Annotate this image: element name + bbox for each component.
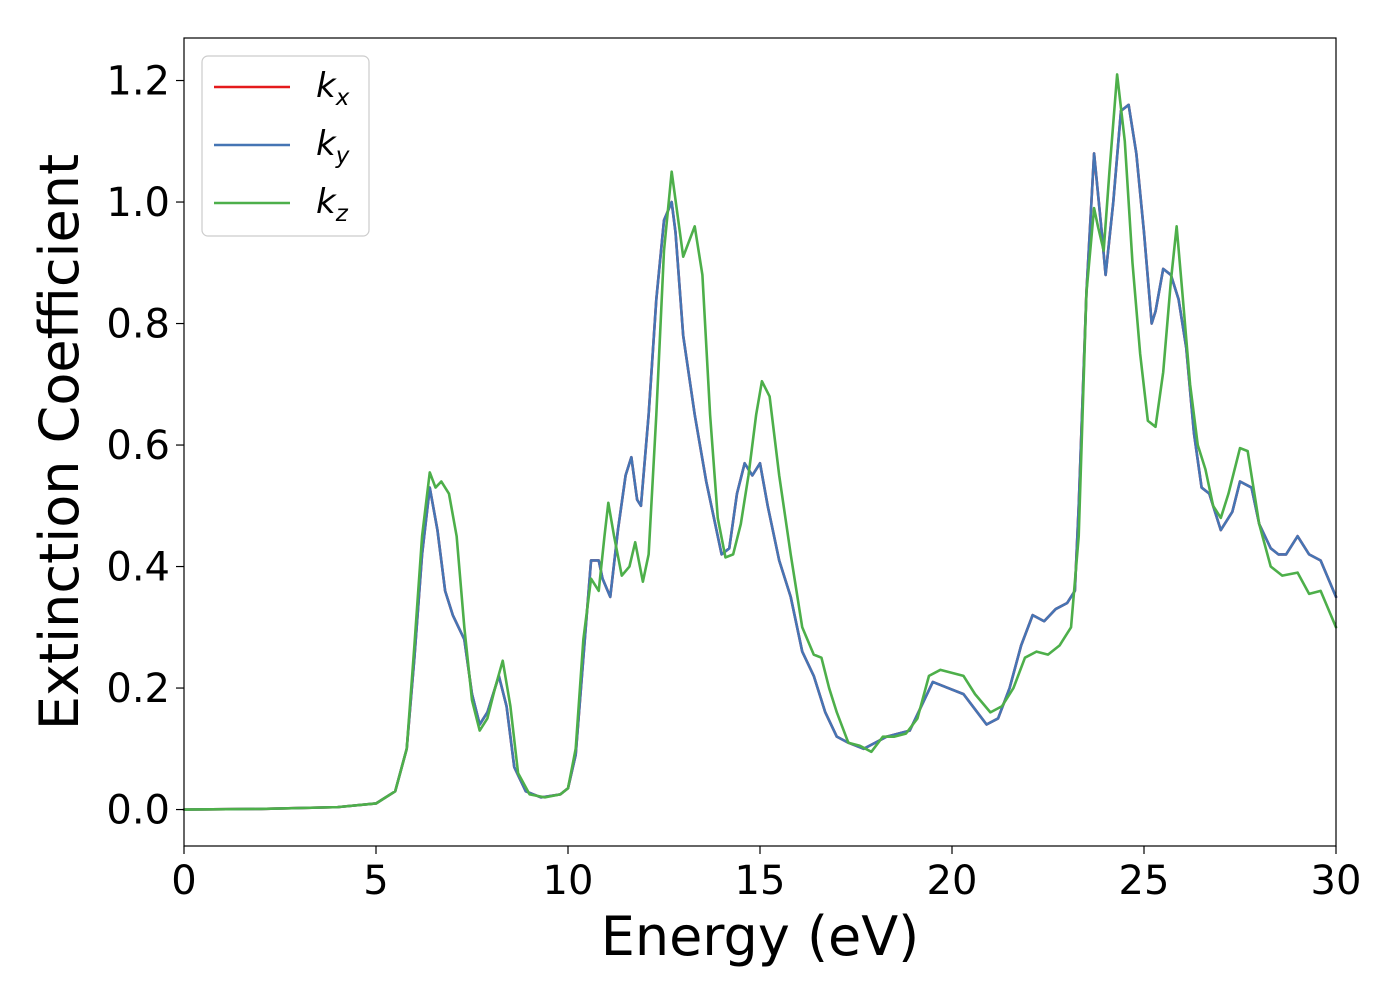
y-axis-title: Extinction Coefficient: [28, 154, 91, 730]
legend-label-main: k: [316, 124, 337, 164]
x-tick-label: 15: [735, 858, 786, 904]
legend-label-main: k: [316, 182, 337, 222]
x-tick-label: 10: [543, 858, 594, 904]
y-axis: 0.0 0.2 0.4 0.6 0.8 1.0 1.2: [106, 59, 184, 834]
legend-label-ky: ky: [316, 124, 350, 169]
legend-label-subscript: z: [335, 201, 349, 227]
y-tick-label: 1.0: [106, 180, 170, 226]
series-line-ky: [182, 103, 1338, 811]
series-lines: [182, 73, 1338, 811]
y-tick-label: 0.6: [106, 423, 170, 469]
x-tick-label: 5: [363, 858, 388, 904]
legend-label-main: k: [316, 66, 337, 106]
x-axis: 0 5 10 15 20 25 30: [171, 846, 1361, 904]
x-tick-label: 0: [171, 858, 196, 904]
legend-label-kz: kz: [316, 182, 349, 227]
y-tick-label: 1.2: [106, 59, 170, 105]
legend-label-subscript: x: [335, 85, 350, 111]
x-tick-label: 30: [1311, 858, 1362, 904]
x-tick-label: 20: [927, 858, 978, 904]
y-tick-label: 0.0: [106, 788, 170, 834]
y-tick-label: 0.8: [106, 302, 170, 348]
series-line-kz: [182, 73, 1338, 811]
y-tick-label: 0.2: [106, 666, 170, 712]
legend-label-kx: kx: [316, 66, 350, 111]
y-tick-label: 0.4: [106, 545, 170, 591]
legend-label-subscript: y: [335, 143, 350, 169]
x-tick-label: 25: [1119, 858, 1170, 904]
x-axis-title: Energy (eV): [601, 905, 920, 968]
